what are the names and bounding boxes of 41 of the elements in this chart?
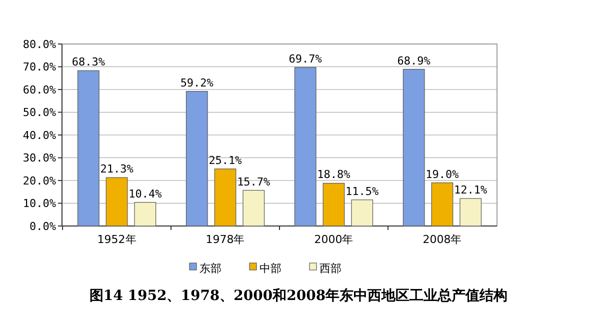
data-label: 68.3% [72, 56, 106, 69]
x-tick-label: 1978年 [206, 233, 245, 246]
data-label: 59.2% [180, 76, 214, 90]
data-label: 10.4% [128, 187, 162, 200]
y-tick-label: 40.0% [22, 128, 56, 142]
data-label: 19.0% [426, 168, 460, 181]
x-tick-label: 2000年 [314, 233, 354, 246]
bar [106, 177, 128, 226]
bar [77, 70, 100, 226]
data-label: 18.8% [317, 168, 351, 182]
y-tick-label: 70.0% [22, 60, 56, 74]
bar [431, 182, 454, 226]
y-tick-label: 10.0% [22, 197, 56, 210]
bar [351, 200, 374, 226]
bar [460, 198, 482, 226]
data-label: 69.7% [288, 52, 322, 66]
x-tick-label: 2008年 [422, 233, 462, 246]
data-label: 11.5% [346, 184, 380, 198]
legend-label: 中部 [260, 262, 282, 275]
y-tick-label: 0.0% [30, 220, 56, 233]
bar [134, 202, 156, 226]
data-label: 68.9% [397, 54, 431, 68]
data-label: 25.1% [208, 154, 242, 167]
bar [402, 68, 425, 226]
bar [186, 91, 208, 226]
text: 图14 1952、1978、2000和2008年东中西地区工业总产值结构 [89, 287, 508, 304]
bar [294, 67, 316, 226]
y-tick-label: 50.0% [22, 106, 56, 120]
data-label: 21.3% [100, 162, 134, 176]
data-label: 15.7% [237, 175, 271, 188]
legend-label: 西部 [320, 262, 342, 275]
bar [322, 182, 345, 226]
data-label: 12.1% [454, 183, 488, 196]
y-tick-label: 80.0% [22, 38, 56, 51]
y-tick-label: 30.0% [22, 152, 56, 165]
y-tick-label: 20.0% [22, 174, 56, 188]
bar [242, 190, 265, 226]
legend-label: 东部 [200, 262, 222, 275]
bar [214, 168, 236, 226]
y-tick-label: 60.0% [22, 83, 56, 96]
x-tick-label: 1952年 [97, 233, 136, 246]
